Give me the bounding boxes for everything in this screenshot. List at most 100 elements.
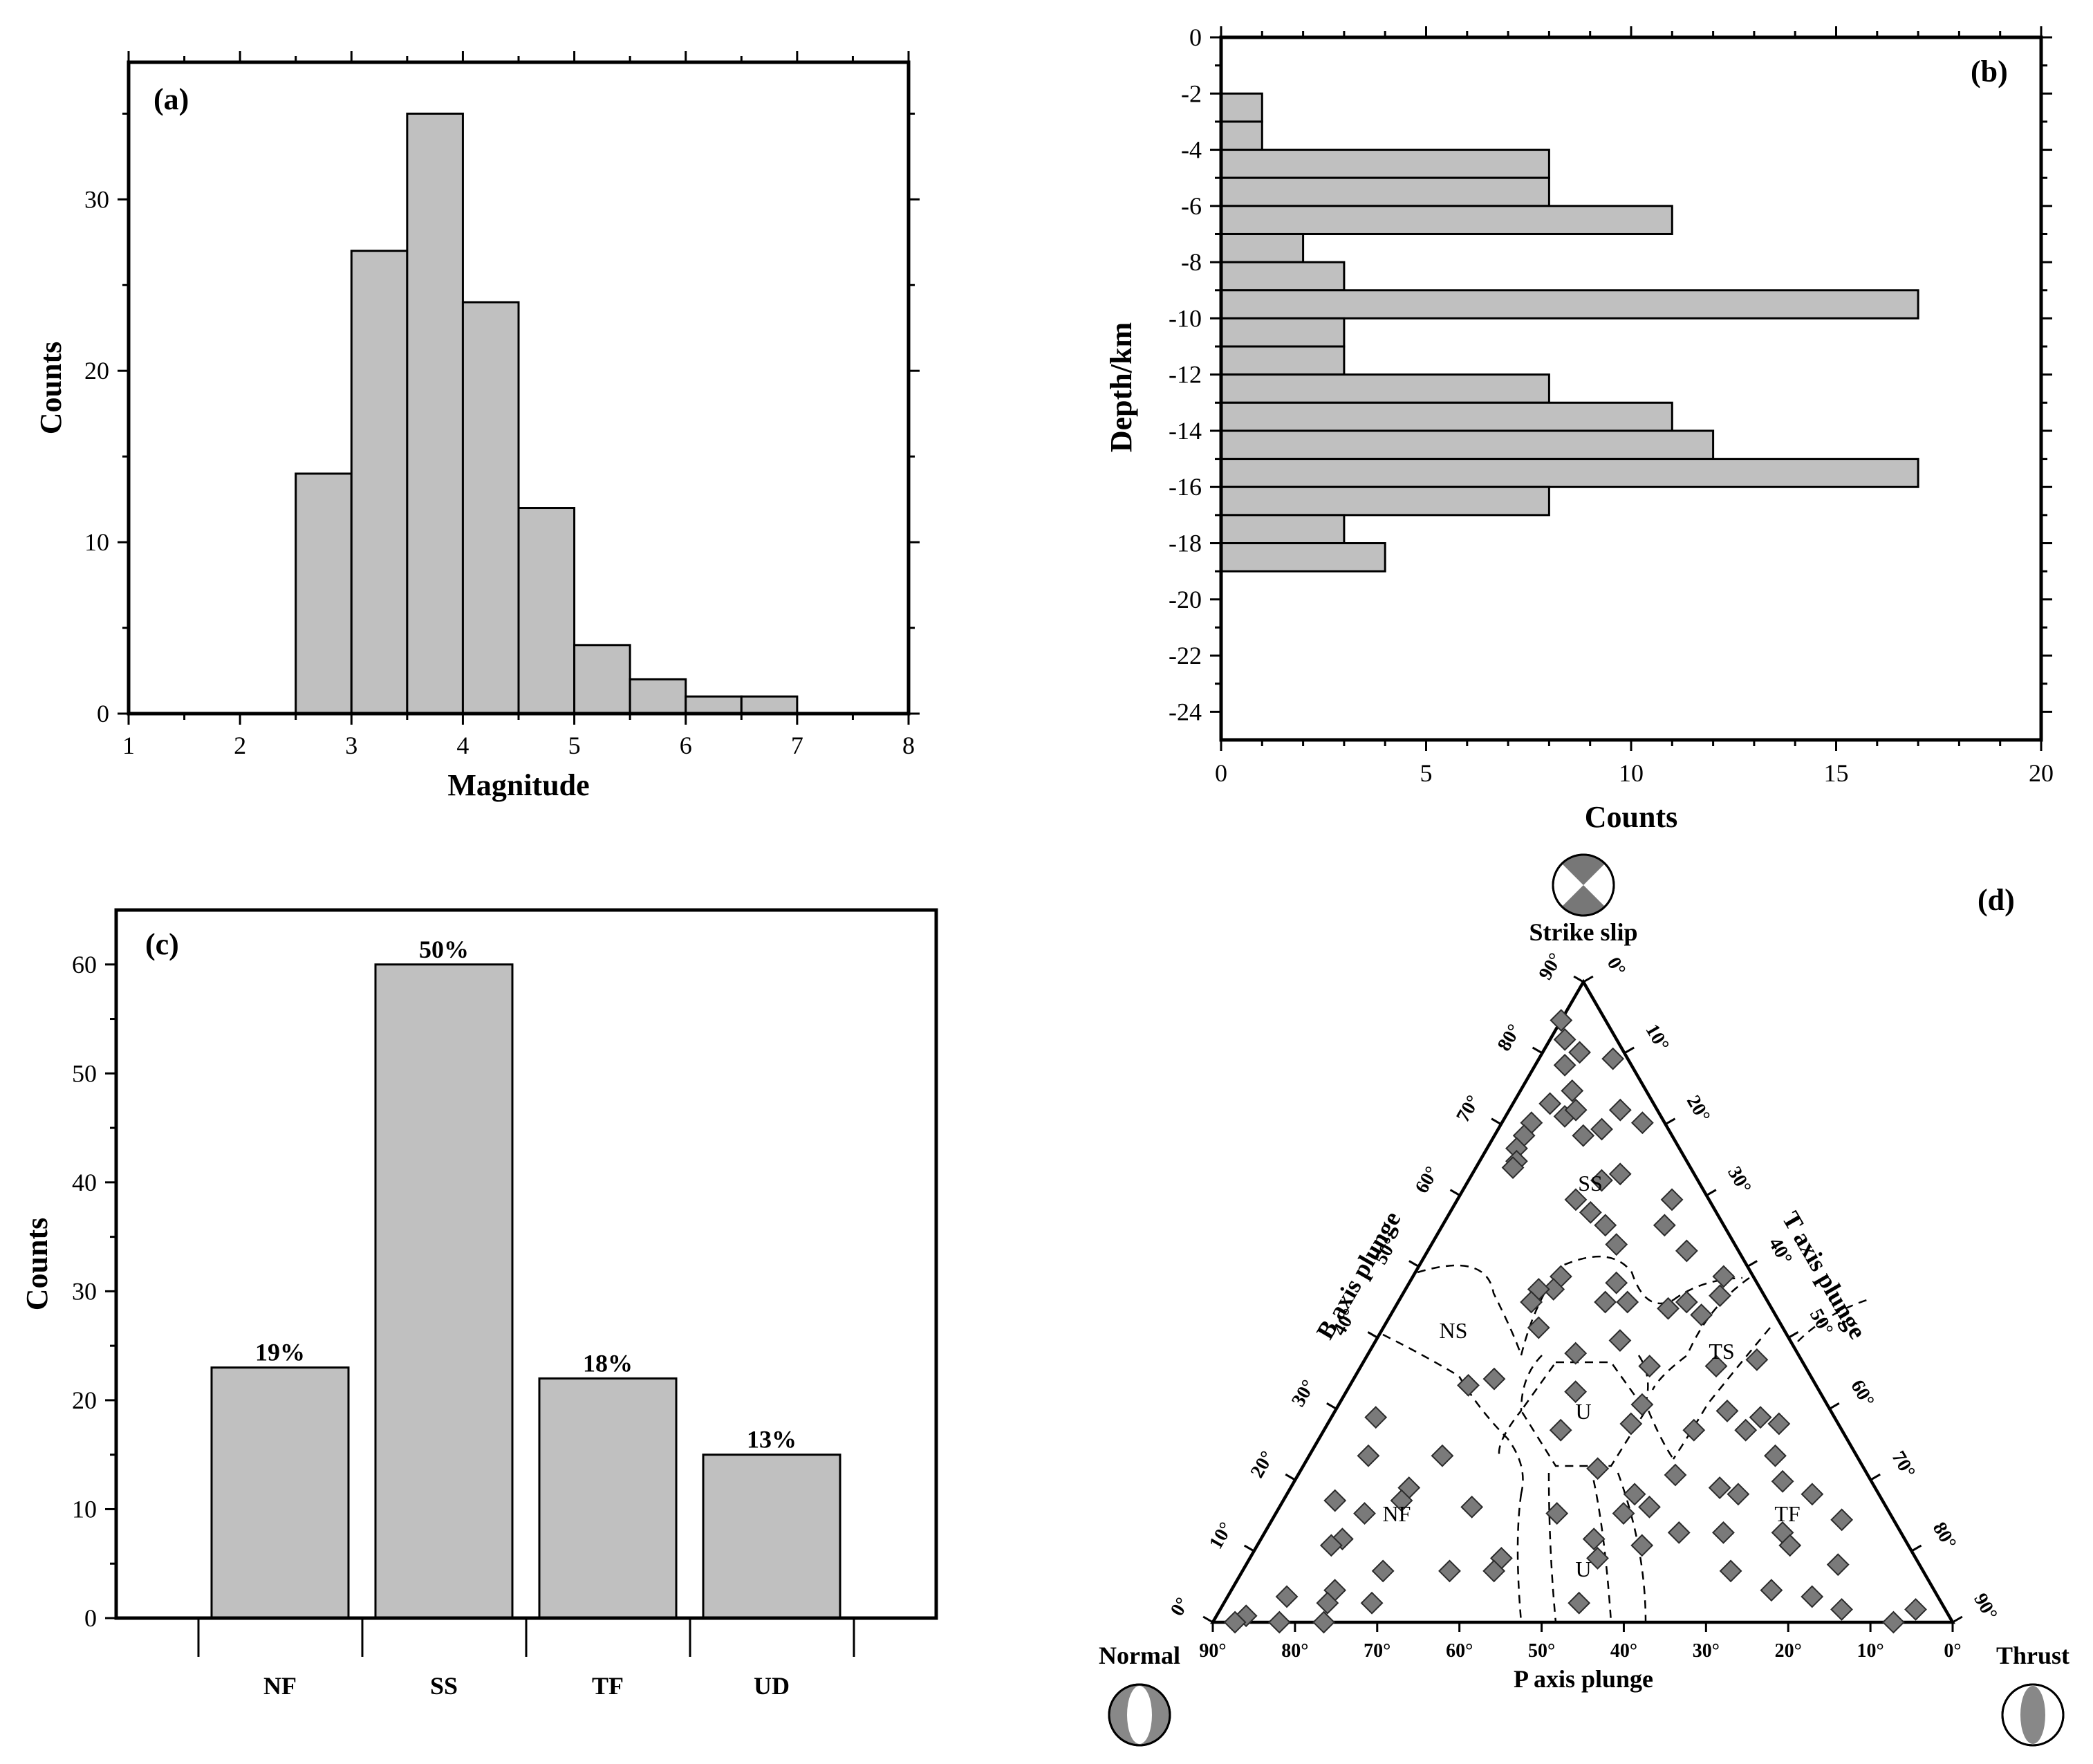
y-tick-label: -4 — [1181, 136, 1202, 164]
x-tick-label: 2 — [234, 732, 246, 759]
x-tick-label: 4 — [456, 732, 469, 759]
histogram-bar — [1220, 120, 1263, 151]
focal-mechanism-point — [1545, 1502, 1569, 1525]
focal-mechanism-point — [1267, 1610, 1291, 1634]
y-tick-label: -18 — [1169, 530, 1202, 557]
t-axis-tick — [1747, 1260, 1758, 1268]
t-axis-tick — [1624, 1046, 1635, 1055]
x-tick-label: 15 — [1824, 759, 1849, 787]
focal-mechanism-point — [1223, 1610, 1247, 1634]
focal-mechanism-point — [1619, 1412, 1643, 1436]
region-label: TS — [1709, 1339, 1734, 1364]
histogram-bar — [1220, 485, 1550, 517]
axis-label-p-plunge: P axis plunge — [1514, 1665, 1653, 1693]
panel-a-xlabel: Magnitude — [447, 768, 589, 802]
histogram-bar — [1220, 261, 1346, 292]
focal-mechanism-point — [1778, 1534, 1802, 1557]
focal-mechanism-point — [1630, 1393, 1654, 1416]
bar-percent-label: 18% — [583, 1349, 633, 1377]
focal-mechanism-point — [1572, 1124, 1595, 1147]
region-boundary — [1651, 1276, 1750, 1391]
focal-mechanism-point — [1582, 1528, 1606, 1551]
focal-mechanism-point — [1564, 1188, 1588, 1211]
focal-mechanism-point — [1653, 1214, 1676, 1237]
b-axis-tick — [1449, 1189, 1461, 1196]
y-tick-label: -22 — [1169, 642, 1202, 669]
y-tick-label: 10 — [72, 1495, 97, 1523]
b-axis-tick-label: 0° — [1166, 1594, 1193, 1619]
focal-mechanism-point — [1579, 1200, 1602, 1224]
focal-mechanism-point — [1801, 1585, 1824, 1608]
focal-mechanism-point — [1612, 1502, 1635, 1525]
focal-mechanism-point — [1638, 1355, 1662, 1378]
y-tick-label: 0 — [97, 700, 109, 727]
focal-mechanism-point — [1904, 1598, 1927, 1621]
b-axis-tick-label: 30° — [1287, 1376, 1319, 1410]
y-tick-label: 0 — [84, 1604, 97, 1632]
histogram-bar — [740, 695, 799, 715]
t-axis-tick — [1910, 1544, 1922, 1552]
t-axis-tick — [1787, 1331, 1799, 1339]
histogram-bar — [1220, 205, 1673, 235]
region-label: TF — [1774, 1501, 1800, 1526]
panel-c-label: (c) — [145, 927, 179, 961]
focal-mechanism-point — [1564, 1380, 1588, 1404]
focal-mechanism-point — [1319, 1534, 1343, 1557]
t-axis-tick — [1952, 1615, 1963, 1624]
category-label: SS — [430, 1672, 458, 1700]
focal-mechanism-point — [1682, 1418, 1706, 1442]
histogram-bar — [1220, 429, 1715, 461]
region-boundary — [1516, 1493, 1523, 1623]
t-axis-tick-label: 60° — [1846, 1376, 1878, 1410]
histogram-bar — [1220, 317, 1346, 348]
region-boundary — [1672, 1327, 1771, 1460]
region-label: NS — [1440, 1318, 1468, 1343]
focal-mechanism-point — [1608, 1098, 1632, 1122]
b-axis-tick — [1243, 1544, 1255, 1552]
histogram-bar — [350, 250, 409, 715]
histogram-bar — [1220, 514, 1346, 545]
focal-mechanism-point — [1704, 1355, 1728, 1378]
focal-mechanism-point — [1734, 1418, 1758, 1442]
b-axis-tick — [1491, 1117, 1502, 1126]
bar-percent-label: 13% — [747, 1426, 797, 1454]
focal-mechanism-point — [1527, 1316, 1550, 1339]
x-tick-label: 3 — [345, 732, 357, 759]
focal-mechanism-point — [1460, 1495, 1484, 1519]
focal-mechanism-point — [1657, 1297, 1680, 1320]
y-tick-label: 10 — [84, 528, 109, 556]
focal-mechanism-point — [1709, 1284, 1731, 1308]
category-bar — [538, 1377, 678, 1619]
histogram-bar — [1220, 176, 1550, 207]
focal-mechanism-point — [1664, 1463, 1687, 1487]
focal-mechanism-point — [1501, 1156, 1525, 1179]
y-tick-label: -16 — [1169, 473, 1202, 501]
normal-beachball-icon — [1108, 1683, 1171, 1747]
x-tick-label: 5 — [568, 732, 581, 759]
histogram-bar — [1220, 373, 1550, 404]
ternary-triangle — [1210, 978, 1955, 1624]
focal-mechanism-point — [1564, 1341, 1588, 1365]
b-axis-tick-label: 20° — [1247, 1447, 1278, 1481]
panel-a-magnitude-histogram: 1 2 3 4 5 6 7 8 0 10 20 30 (a) Magnitude Counts — [34, 51, 920, 802]
histogram-bar — [1220, 92, 1263, 123]
panel-b-depth-histogram: 0 5 10 15 20 0 -2 -4 -6 -8 -10 -12 -14 -16 -18 -20 -22 -2… — [1104, 24, 2054, 834]
focal-mechanism-point — [1371, 1559, 1395, 1583]
panel-b-label: (b) — [1971, 55, 2008, 89]
x-tick-label: 0 — [1215, 759, 1227, 787]
region-boundary — [1520, 1255, 1674, 1356]
t-axis-tick-label: 10° — [1641, 1021, 1673, 1055]
focal-mechanism-point — [1353, 1502, 1376, 1525]
panel-d-label: (d) — [1978, 883, 2015, 917]
y-tick-label: 60 — [72, 951, 97, 978]
focal-mechanism-point — [1712, 1521, 1735, 1544]
y-tick-label: 50 — [72, 1059, 97, 1087]
y-tick-label: 30 — [72, 1277, 97, 1305]
focal-mechanism-point — [1482, 1367, 1506, 1391]
histogram-bar — [573, 644, 631, 715]
b-axis-tick — [1532, 1046, 1543, 1055]
thrust-beachball-icon — [2001, 1683, 2065, 1747]
focal-mechanism-point — [1760, 1579, 1783, 1602]
histogram-bar — [295, 472, 353, 715]
focal-mechanism-point — [1623, 1483, 1646, 1506]
